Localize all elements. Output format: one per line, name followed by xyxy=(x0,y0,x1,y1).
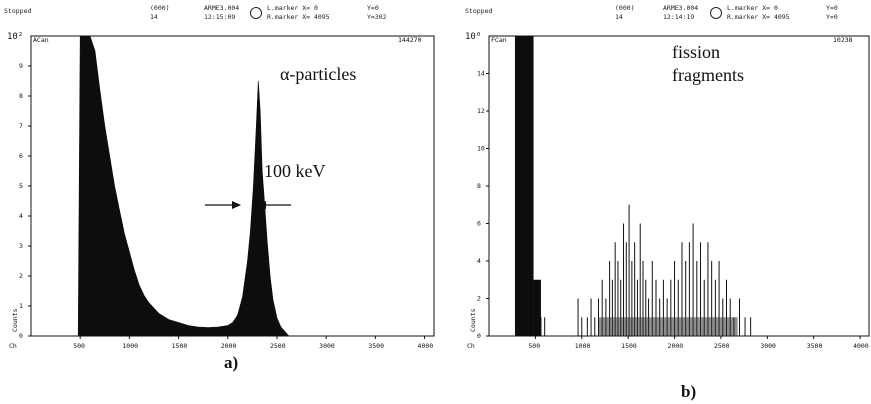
y-tick-label: 2 xyxy=(19,272,23,280)
fwhm-arrow-right-head xyxy=(257,201,266,209)
counts-total: 10238 xyxy=(833,36,853,44)
y-tick-label: 2 xyxy=(477,295,481,303)
y-tick-label: 6 xyxy=(477,220,481,228)
y-tick-label: 12 xyxy=(477,107,485,115)
x-tick-label: 500 xyxy=(73,342,85,350)
y-axis-label: Counts xyxy=(469,308,477,332)
y-tick-label: 4 xyxy=(19,212,23,220)
x-tick-label: 3000 xyxy=(760,342,776,350)
counts-total: 144270 xyxy=(398,36,422,44)
y-tick-label: 8 xyxy=(19,92,23,100)
y-tick-label: 3 xyxy=(19,242,23,250)
x-tick-label: 2500 xyxy=(714,342,730,350)
y-tick-label: 8 xyxy=(477,182,481,190)
marker-circle-icon xyxy=(250,7,262,19)
y-tick-label: 10 xyxy=(477,145,485,153)
x-tick-label: 3500 xyxy=(807,342,823,350)
x-tick-label: 4000 xyxy=(853,342,869,350)
file-name: ARME3.004 xyxy=(663,4,699,12)
status-text: Stopped xyxy=(465,7,493,15)
time-text: 12:15:09 xyxy=(204,13,236,21)
x-tick-label: 3500 xyxy=(368,342,384,350)
x-tick-label: 2000 xyxy=(668,342,684,350)
y-tick-label: 6 xyxy=(19,152,23,160)
y-top: Y=0 xyxy=(367,4,379,12)
fission-tail-bar xyxy=(533,279,541,336)
marker-circle-icon xyxy=(710,7,722,19)
l-marker: L.marker X= 0 xyxy=(727,4,778,12)
x-tick-label: 2000 xyxy=(221,342,237,350)
y-tick-label: 1 xyxy=(19,302,23,310)
x-axis-label: Ch xyxy=(467,342,475,350)
x-tick-label: 1000 xyxy=(575,342,591,350)
y-tick-label: 5 xyxy=(19,182,23,190)
file-name: ARME3.004 xyxy=(204,4,240,12)
annotation-fragments: fragments xyxy=(672,65,744,85)
axis-id-label: FCan xyxy=(491,36,507,44)
group-bottom: 14 xyxy=(150,13,158,21)
x-tick-label: 500 xyxy=(528,342,540,350)
y-tick-label: 0 xyxy=(477,332,481,340)
x-tick-label: 2500 xyxy=(270,342,286,350)
time-text: 12:14:19 xyxy=(663,13,695,21)
annotation-peak-width: 100 keV xyxy=(264,161,326,181)
y-bottom: Y=0 xyxy=(826,13,838,21)
annotation-fission: fission xyxy=(672,42,720,62)
caption-a: a) xyxy=(224,353,239,372)
axis-id-label: ACan xyxy=(33,36,49,44)
fission-low-channel-block xyxy=(514,36,534,336)
y-top: Y=0 xyxy=(826,4,838,12)
y-max-label: 10⁰ xyxy=(465,32,481,42)
group-bottom: 14 xyxy=(615,13,623,21)
x-tick-label: 3000 xyxy=(319,342,335,350)
alpha-spectrum xyxy=(77,35,290,337)
y-tick-label: 4 xyxy=(477,257,481,265)
r-marker: R.marker X= 4095 xyxy=(267,13,330,21)
x-tick-label: 4000 xyxy=(418,342,434,350)
y-tick-label: 14 xyxy=(477,70,485,78)
y-axis-label: Counts xyxy=(11,308,19,332)
y-max-label: 10² xyxy=(7,32,23,42)
y-bottom: Y=302 xyxy=(367,13,387,21)
caption-b: b) xyxy=(681,382,697,401)
x-tick-label: 1500 xyxy=(621,342,637,350)
group-top: (000) xyxy=(615,4,635,12)
status-text: Stopped xyxy=(4,7,32,15)
annotation-alpha-particles: α-particles xyxy=(280,64,356,84)
y-tick-label: 0 xyxy=(19,332,23,340)
group-top: (000) xyxy=(150,4,170,12)
x-axis-label: Ch xyxy=(9,342,17,350)
fwhm-arrow-left-head xyxy=(232,201,241,209)
y-tick-label: 9 xyxy=(19,62,23,70)
r-marker: R.marker X= 4095 xyxy=(727,13,790,21)
x-tick-label: 1500 xyxy=(172,342,188,350)
x-tick-label: 1000 xyxy=(122,342,138,350)
fission-baseline-band xyxy=(598,317,738,336)
y-tick-label: 7 xyxy=(19,122,23,130)
l-marker: L.marker X= 0 xyxy=(267,4,318,12)
